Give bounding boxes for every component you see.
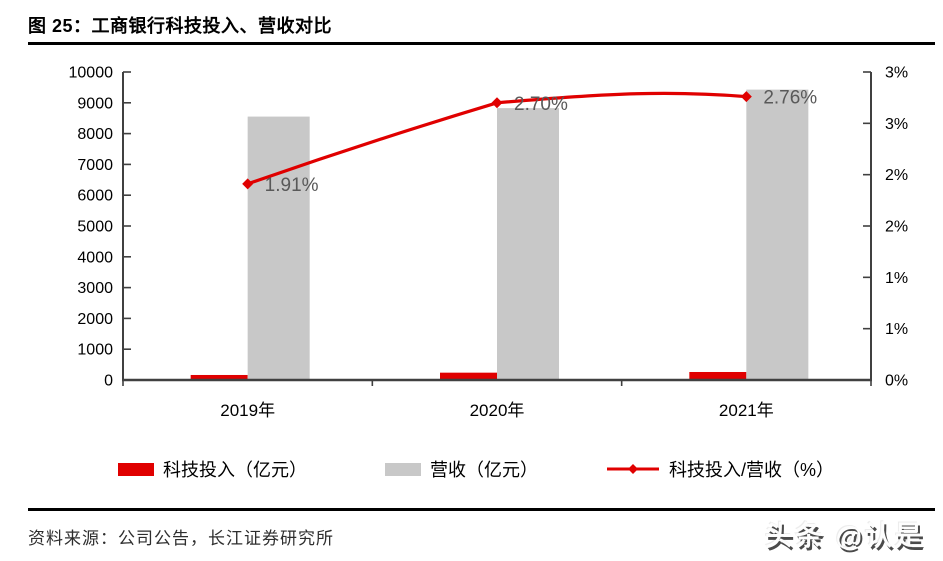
chart-legend: 科技投入（亿元） 营收（亿元） 科技投入/营收（%） bbox=[0, 456, 943, 484]
x-axis-category-label: 2020年 bbox=[470, 401, 525, 420]
left-axis-tick-label: 7000 bbox=[77, 157, 113, 174]
right-axis-tick-label: 1% bbox=[885, 321, 908, 338]
left-axis-tick-label: 4000 bbox=[77, 249, 113, 266]
chart-area: 10000 9000 8000 7000 6000 5000 4000 3000 2000 100… bbox=[0, 55, 943, 445]
ratio-point-label: 2.70% bbox=[514, 94, 568, 115]
right-axis-tick-label: 0% bbox=[885, 373, 908, 390]
right-axis-tick-label: 3% bbox=[885, 116, 908, 133]
x-axis-category-label: 2021年 bbox=[719, 401, 774, 420]
bar-revenue-2019年 bbox=[247, 116, 310, 381]
legend-label-tech-investment: 科技投入（亿元） bbox=[163, 460, 307, 480]
ratio-point-marker bbox=[491, 97, 503, 109]
left-axis-tick-label: 2000 bbox=[77, 311, 113, 328]
bar-revenue-2021年 bbox=[746, 89, 809, 380]
right-axis-tick-label: 2% bbox=[885, 219, 908, 236]
legend-item-ratio: 科技投入/营收（%） bbox=[606, 456, 834, 482]
bar-tech-2021年 bbox=[689, 371, 747, 380]
figure-title: 图 25：工商银行科技投入、营收对比 bbox=[28, 16, 333, 36]
ratio-point-marker bbox=[242, 178, 254, 190]
left-axis-tick-label: 8000 bbox=[77, 126, 113, 143]
left-axis-tick-label: 0 bbox=[104, 373, 113, 390]
legend-swatch-gray-bar bbox=[385, 462, 421, 476]
title-divider bbox=[28, 42, 935, 45]
right-axis-tick-label: 1% bbox=[885, 270, 908, 287]
right-axis-tick-label: 3% bbox=[885, 65, 908, 82]
left-axis-tick-label: 6000 bbox=[77, 188, 113, 205]
legend-item-tech-investment: 科技投入（亿元） bbox=[118, 456, 307, 482]
legend-swatch-red-bar bbox=[118, 462, 154, 476]
left-axis-tick-label: 3000 bbox=[77, 280, 113, 297]
ratio-point-label: 1.91% bbox=[265, 175, 319, 196]
x-axis-category-label: 2019年 bbox=[220, 401, 275, 420]
ratio-point-marker bbox=[740, 91, 752, 103]
left-axis-tick-label: 5000 bbox=[77, 219, 113, 236]
legend-item-revenue: 营收（亿元） bbox=[385, 456, 538, 482]
left-axis-tick-label: 9000 bbox=[77, 95, 113, 112]
watermark: 头条 @认是 bbox=[765, 521, 925, 551]
legend-label-revenue: 营收（亿元） bbox=[430, 460, 538, 480]
source-note: 资料来源：公司公告，长江证券研究所 bbox=[28, 529, 334, 548]
left-axis-tick-label: 10000 bbox=[69, 65, 114, 82]
bar-tech-2019年 bbox=[190, 374, 248, 380]
left-axis-tick-label: 1000 bbox=[77, 342, 113, 359]
legend-label-ratio: 科技投入/营收（%） bbox=[669, 460, 835, 480]
right-axis-tick-label: 2% bbox=[885, 167, 908, 184]
ratio-point-label: 2.76% bbox=[763, 88, 817, 109]
combo-chart: 1000090008000700060005000400030002000100… bbox=[69, 65, 909, 421]
bar-tech-2020年 bbox=[440, 372, 497, 380]
footer-divider bbox=[28, 508, 935, 511]
bar-revenue-2020年 bbox=[497, 108, 559, 380]
legend-line-marker-icon bbox=[607, 464, 659, 474]
